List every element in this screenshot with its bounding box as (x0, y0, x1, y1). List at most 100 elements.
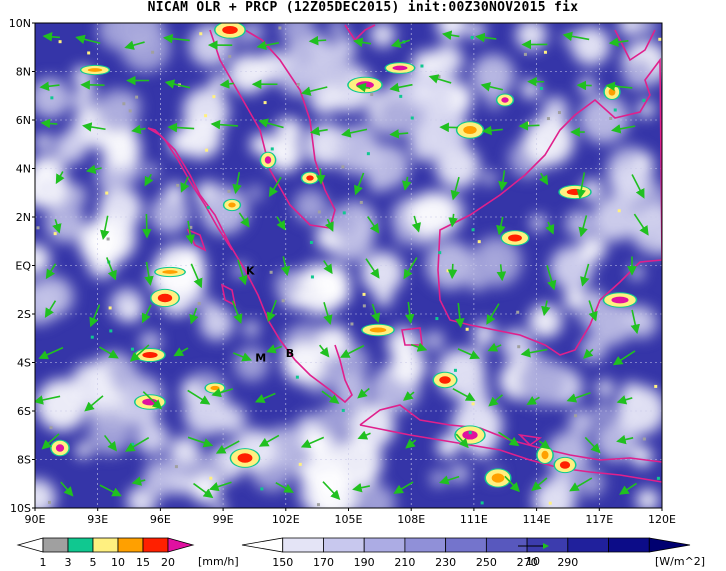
olr-swatch (282, 537, 324, 553)
wind-arrow (308, 35, 327, 46)
wind-arrow (576, 172, 586, 200)
precip-tick-label: 1 (40, 556, 47, 569)
wind-arrow (323, 301, 333, 325)
wind-arrow (144, 173, 154, 187)
city-markers: K B M (246, 264, 294, 364)
wind-arrow (631, 174, 645, 199)
lat-label: 8S (17, 454, 31, 467)
wind-arrow (630, 309, 640, 335)
wind-arrow (189, 307, 199, 325)
wind-arrow (353, 37, 372, 48)
wind-arrow (520, 348, 548, 358)
lon-label: 96E (150, 513, 171, 526)
wind-arrow (52, 219, 62, 234)
wind-arrow (84, 395, 104, 412)
wind-arrow (180, 176, 190, 193)
wind-arrow (124, 40, 145, 50)
wind-arrow (82, 122, 106, 132)
olr-swatch (241, 537, 284, 553)
precip-tick-label: 5 (90, 556, 97, 569)
lon-label: 120E (648, 513, 676, 526)
wind-arrow (232, 171, 242, 195)
wind-arrow (518, 120, 540, 131)
wind-arrow (452, 387, 476, 401)
wind-arrow (187, 436, 214, 448)
wind-arrow (38, 346, 64, 360)
lon-label: 111E (460, 513, 488, 526)
wind-arrow (60, 481, 74, 497)
wind-arrow (580, 263, 590, 287)
wind-arrow (193, 482, 214, 499)
wind-arrow (321, 390, 340, 404)
precip-swatch (142, 537, 169, 553)
wind-arrow (254, 392, 276, 403)
wind-arrow (266, 299, 278, 323)
wind-arrow (89, 304, 101, 328)
wind-arrow (219, 79, 235, 89)
olr-swatch (567, 537, 609, 553)
wind-arrow (356, 82, 371, 93)
wind-arrow (441, 30, 460, 40)
precip-tick-label: 3 (65, 556, 72, 569)
wind-arrow (616, 434, 634, 445)
wind-arrow (324, 218, 334, 232)
longitude-labels: 90E 93E 96E 99E 102E 105E 108E 111E 114E 117E 120E (25, 508, 676, 526)
wind-arrow (164, 79, 191, 89)
wind-arrow (141, 304, 152, 324)
precip-swatch (67, 537, 94, 553)
olr-unit: [W/m^2] (655, 555, 705, 568)
lat-label: 4S (17, 357, 31, 370)
wind-arrow (41, 433, 60, 450)
wind-arrow (268, 176, 282, 198)
coast-north (344, 24, 376, 42)
wind-arrow (353, 172, 365, 196)
wind-arrow (231, 300, 243, 324)
precip-unit: [mm/h] (198, 555, 239, 568)
olr-tick-label: 270 (517, 556, 538, 569)
wind-arrow (566, 392, 591, 403)
wind-arrow (538, 439, 551, 450)
wind-arrow (190, 263, 203, 289)
wind-arrow (233, 352, 252, 362)
wind-arrow (393, 481, 414, 494)
wind-arrow (488, 394, 503, 407)
marker-label: M (255, 352, 266, 365)
wind-arrow (238, 212, 250, 228)
wind-arrow (475, 32, 497, 43)
wind-arrow (173, 347, 189, 357)
olr-swatch (323, 537, 365, 553)
marker-label: K (246, 264, 255, 277)
wind-arrow (210, 119, 238, 130)
wind-arrow (541, 300, 551, 317)
wind-arrow (531, 477, 548, 492)
wind-arrow (131, 476, 146, 486)
wind-arrow (569, 477, 593, 492)
wind-arrow (428, 74, 452, 84)
wind-arrow (39, 81, 60, 92)
wind-arrow (341, 128, 368, 138)
wind-arrow (498, 431, 520, 447)
wind-arrow (323, 260, 333, 275)
wind-arrow (546, 265, 557, 291)
wind-arrow (75, 34, 101, 45)
precip-swatch (117, 537, 144, 553)
wind-arrow (616, 395, 633, 405)
wind-arrow (371, 303, 381, 323)
wind-arrow (588, 300, 598, 322)
olr-swatch (445, 537, 487, 553)
wind-arrow (276, 216, 286, 231)
wind-arrow (99, 484, 122, 497)
wind-arrow (103, 434, 118, 452)
lon-label: 93E (87, 513, 108, 526)
wind-arrow (256, 40, 280, 51)
wind-arrow (410, 342, 428, 352)
wind-arrow (280, 256, 291, 277)
precip-swatch (16, 537, 44, 553)
olr-tick-label: 250 (476, 556, 497, 569)
wind-arrow (496, 264, 507, 282)
olr-swatch (648, 537, 691, 553)
olr-swatch (404, 537, 447, 553)
wind-arrow (498, 170, 508, 192)
wind-arrow (167, 122, 195, 133)
coast-malaya (209, 29, 336, 229)
